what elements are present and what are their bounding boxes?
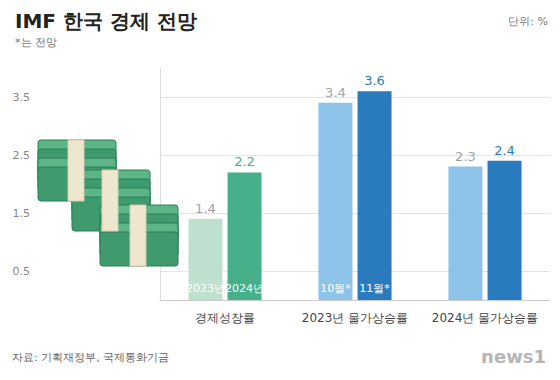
svg-text:11월*: 11월* <box>359 282 390 295</box>
svg-text:IMF 한국 경제 전망: IMF 한국 경제 전망 <box>15 9 197 33</box>
svg-text:10월*: 10월* <box>320 282 351 295</box>
svg-text:0.5: 0.5 <box>13 265 31 278</box>
svg-text:2024년: 2024년 <box>225 282 264 295</box>
svg-text:*는 전망: *는 전망 <box>15 36 57 49</box>
svg-text:자료: 기획재정부, 국제통화기금: 자료: 기획재정부, 국제통화기금 <box>12 351 169 364</box>
svg-text:경제성장률: 경제성장률 <box>195 311 255 325</box>
svg-text:3.5: 3.5 <box>13 91 31 104</box>
svg-text:2.4: 2.4 <box>494 143 515 158</box>
svg-text:2024년 물가상승률: 2024년 물가상승률 <box>432 311 538 325</box>
svg-text:2.5: 2.5 <box>13 149 31 162</box>
svg-text:2023년: 2023년 <box>186 282 225 295</box>
svg-text:news1: news1 <box>481 346 546 367</box>
svg-text:3.6: 3.6 <box>364 73 385 88</box>
svg-text:3.4: 3.4 <box>325 85 346 100</box>
svg-text:2.2: 2.2 <box>234 154 255 169</box>
svg-text:1.4: 1.4 <box>195 201 216 216</box>
svg-text:2.3: 2.3 <box>455 149 476 164</box>
svg-text:단위: %: 단위: % <box>508 15 548 28</box>
svg-text:2023년 물가상승률: 2023년 물가상승률 <box>302 311 408 325</box>
svg-text:1.5: 1.5 <box>13 207 31 220</box>
